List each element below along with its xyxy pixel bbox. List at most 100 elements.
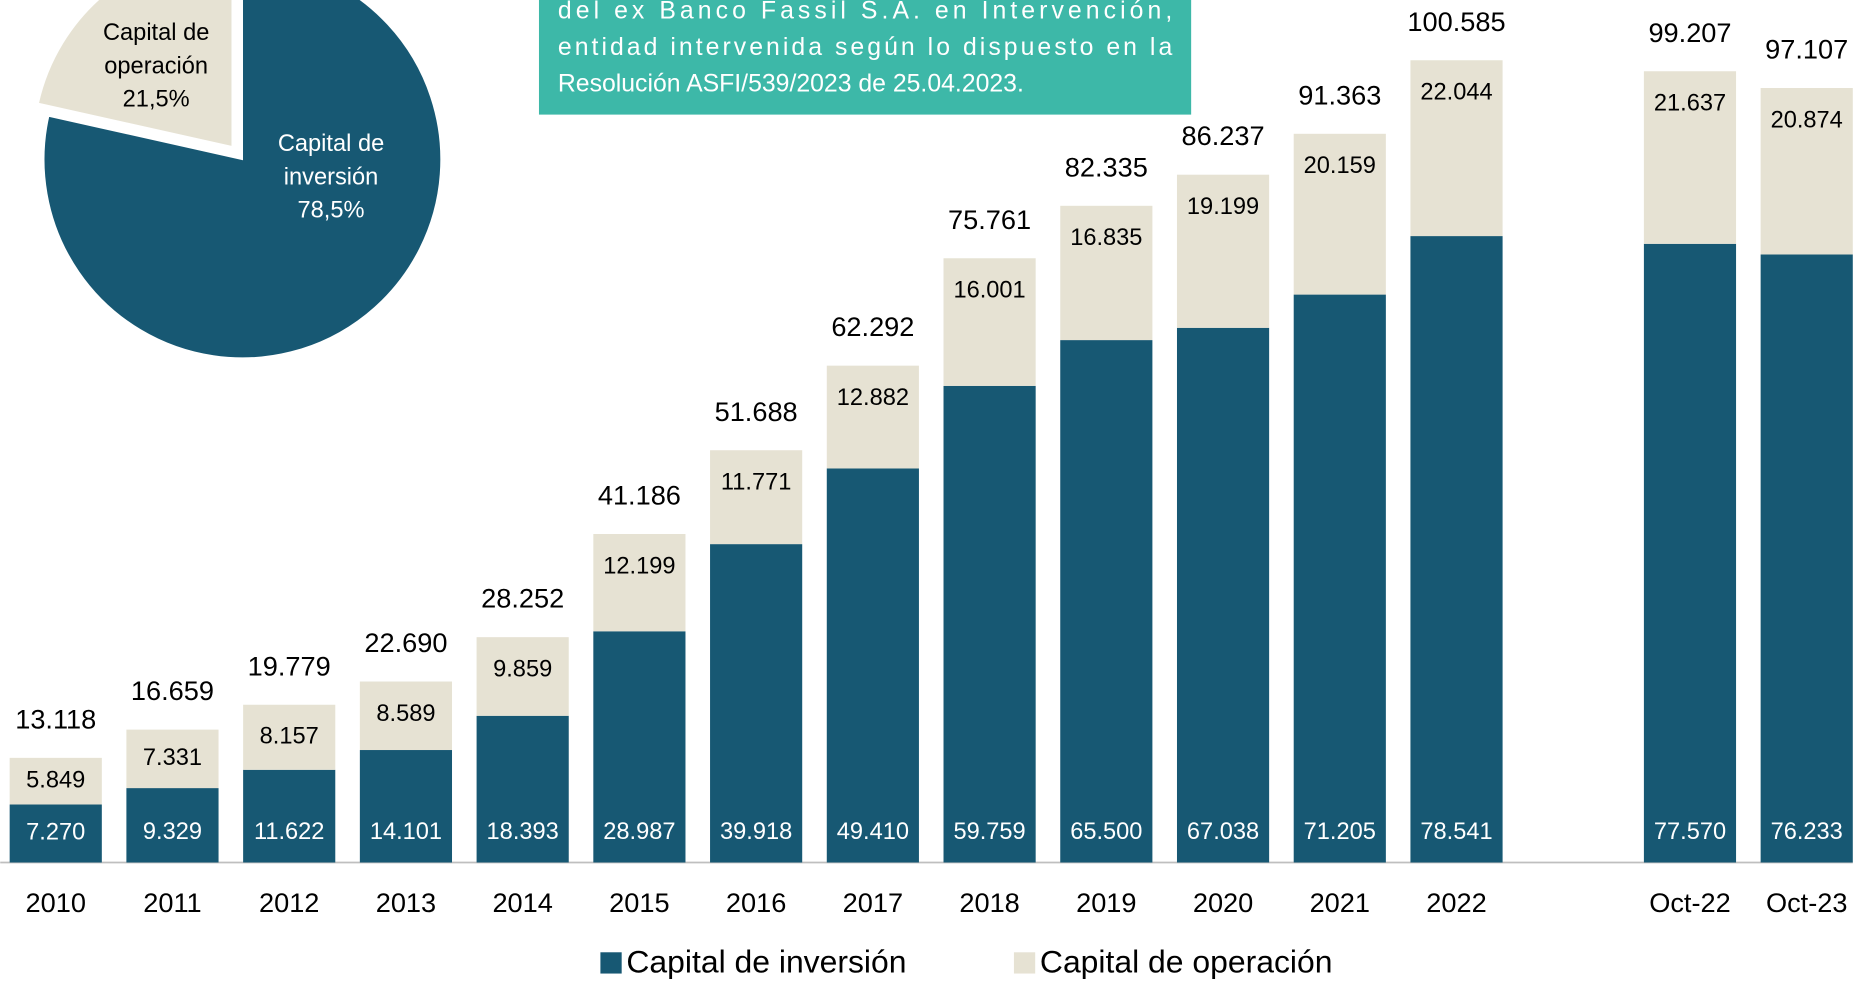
- value-label: 65.500: [1070, 819, 1142, 845]
- annotation-text: Resolución ASFI/539/2023 de 25.04.2023.: [558, 71, 1024, 98]
- value-label: 11.622: [254, 819, 324, 845]
- total-label: 91.363: [1298, 79, 1381, 110]
- x-tick-label: 2018: [959, 887, 1019, 918]
- value-label: 49.410: [837, 819, 909, 845]
- bar-segment: [1643, 71, 1737, 244]
- value-label: 7.270: [26, 820, 85, 846]
- value-label: 12.199: [603, 553, 675, 579]
- bar-segment: [126, 729, 219, 789]
- bar-segment: [476, 637, 569, 716]
- total-label: 22.690: [364, 627, 447, 658]
- bar-segment: [1293, 133, 1386, 295]
- value-label: 76.233: [1771, 819, 1843, 845]
- x-tick-label: 2021: [1310, 887, 1370, 918]
- bar-segment: [1176, 327, 1270, 863]
- value-label: 8.589: [376, 701, 435, 727]
- total-label: 51.688: [715, 396, 798, 427]
- bar-segment: [593, 534, 686, 632]
- value-label: 9.329: [143, 819, 202, 845]
- value-label: 12.882: [837, 385, 909, 411]
- bar-segment: [243, 704, 336, 770]
- pie-value-label: 21,5%: [122, 86, 190, 113]
- x-tick-label: Oct-22: [1649, 887, 1731, 918]
- bar-segment: [1060, 340, 1153, 863]
- pie-slice: [43, 0, 442, 359]
- total-label: 75.761: [948, 204, 1031, 235]
- x-tick-label: 2016: [726, 887, 786, 918]
- x-tick-label: 2015: [609, 887, 669, 918]
- total-label: 13.118: [15, 703, 96, 734]
- bar-segment: [9, 757, 102, 805]
- bar-segment: [826, 365, 919, 469]
- x-tick-label: 2014: [492, 887, 552, 918]
- value-label: 11.771: [721, 470, 791, 496]
- bar-segment: [943, 258, 1036, 386]
- x-tick-label: 2011: [143, 887, 201, 918]
- pie-value-label: 78,5%: [297, 197, 365, 224]
- x-tick-label: 2020: [1193, 887, 1253, 918]
- total-label: 97.107: [1765, 34, 1848, 65]
- pie-slice: [37, 0, 233, 148]
- bar-segment: [1176, 174, 1270, 328]
- total-label: 41.186: [598, 480, 681, 511]
- bar-segment: [710, 544, 803, 863]
- value-label: 71.205: [1304, 819, 1376, 845]
- total-label: 16.659: [131, 675, 214, 706]
- total-label: 19.779: [248, 650, 331, 681]
- bar-segment: [1293, 294, 1386, 863]
- bar-segment: [710, 450, 803, 545]
- total-label: 62.292: [831, 311, 914, 342]
- pie-category: Capital de inversión: [277, 131, 385, 191]
- x-tick-label: 2022: [1426, 887, 1486, 918]
- annotation-text: del ex Banco Fassil S.A. en Intervención…: [558, 0, 1172, 24]
- value-label: 59.759: [953, 819, 1025, 845]
- bar-segment: [1760, 87, 1853, 255]
- legend-label: Capital de inversión: [626, 944, 906, 980]
- bar-segment: [359, 681, 453, 751]
- value-label: 7.331: [143, 745, 202, 771]
- bar-segment: [359, 750, 453, 863]
- value-label: 67.038: [1187, 819, 1259, 845]
- pie-label: Capital de operación 21,5%: [102, 20, 210, 113]
- value-label: 16.835: [1070, 225, 1142, 251]
- legend-label: Capital de operación: [1040, 944, 1333, 980]
- value-label: 8.157: [260, 724, 319, 750]
- total-label: 82.335: [1065, 151, 1148, 182]
- legend-swatch: [600, 952, 622, 974]
- x-tick-label: Oct-23: [1766, 887, 1848, 918]
- value-label: 20.874: [1771, 107, 1843, 133]
- x-tick-label: 2017: [843, 887, 903, 918]
- bar-segment: [9, 804, 102, 863]
- value-label: 5.849: [26, 767, 85, 793]
- legend-swatch: [1013, 952, 1036, 974]
- total-label: 86.237: [1182, 120, 1265, 151]
- bar-segment: [1060, 205, 1153, 341]
- value-label: 21.637: [1654, 91, 1726, 117]
- x-tick-label: 2012: [259, 887, 319, 918]
- bar-segment: [943, 385, 1036, 863]
- annotation-box: [538, 0, 1192, 115]
- value-label: 22.044: [1420, 80, 1492, 106]
- x-tick-label: 2010: [26, 887, 86, 918]
- bar-segment: [1410, 236, 1503, 863]
- value-label: 77.570: [1654, 819, 1726, 845]
- value-label: 19.199: [1187, 194, 1259, 220]
- bar-segment: [476, 715, 569, 863]
- value-label: 20.159: [1304, 153, 1376, 179]
- value-label: 14.101: [370, 819, 442, 845]
- bar-segment: [243, 769, 336, 863]
- pie-label: Capital de inversión 78,5%: [277, 131, 385, 224]
- bar-segment: [1760, 254, 1853, 863]
- total-label: 100.585: [1407, 6, 1505, 37]
- bar-segment: [1410, 60, 1503, 237]
- bar-segment: [826, 468, 919, 863]
- total-label: 28.252: [481, 583, 564, 614]
- value-label: 18.393: [487, 819, 559, 845]
- value-label: 78.541: [1420, 819, 1492, 845]
- x-tick-label: 2019: [1076, 887, 1136, 918]
- bar-segment: [1643, 243, 1737, 863]
- bar-segment: [126, 788, 219, 863]
- pie-category: Capital de operación: [102, 20, 210, 80]
- value-label: 39.918: [720, 819, 792, 845]
